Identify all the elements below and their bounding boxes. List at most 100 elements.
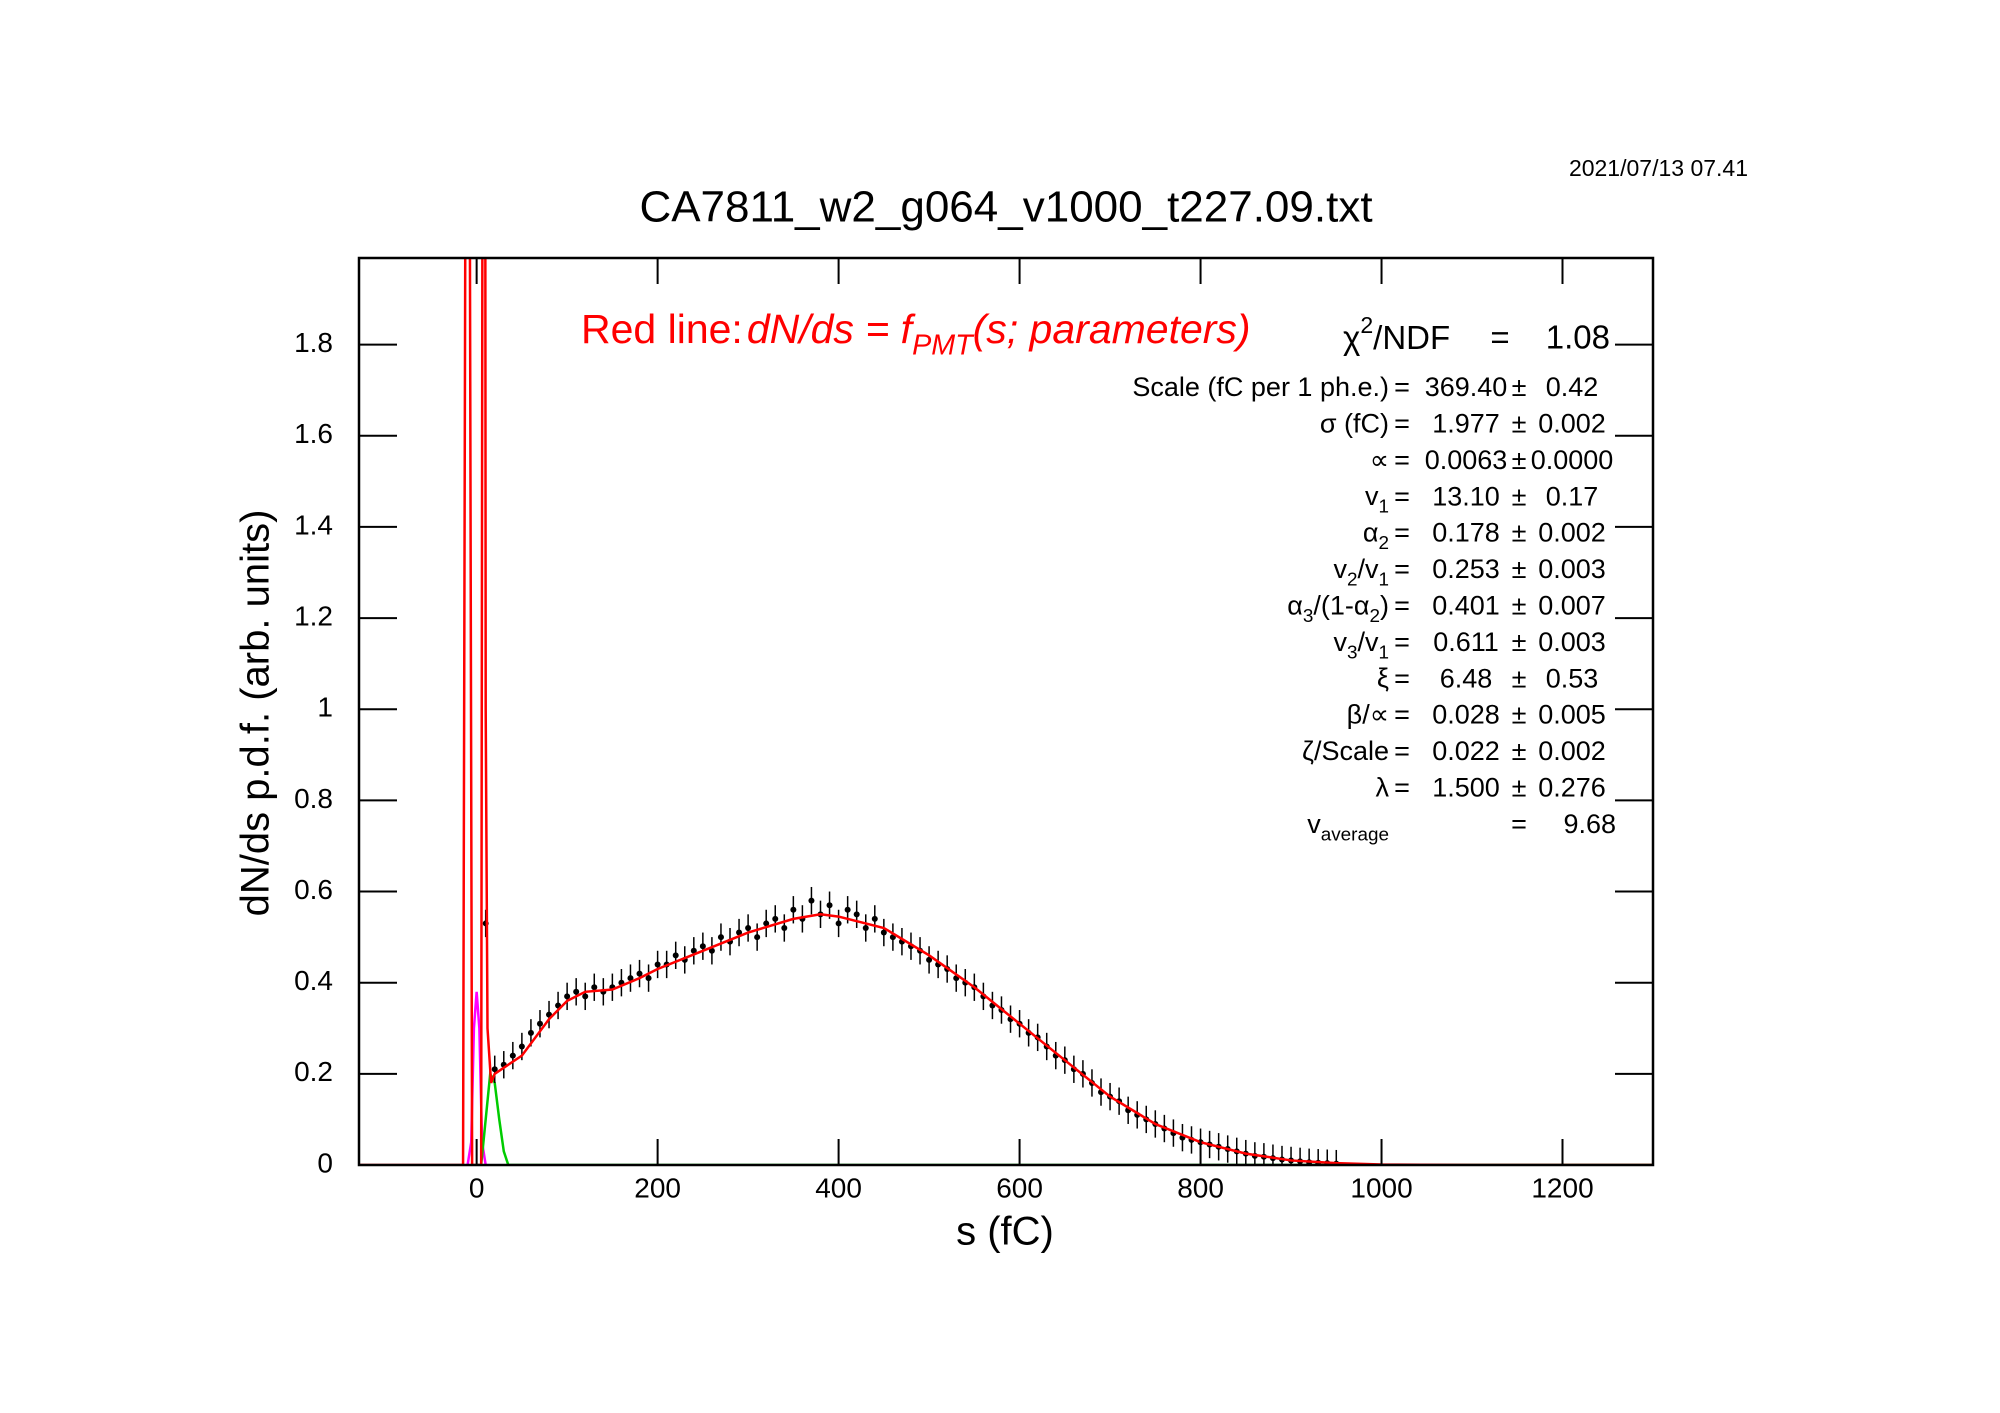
data-point [582, 993, 589, 1000]
subscript: 2 [1378, 533, 1389, 554]
y-tick-label: 1.4 [294, 509, 333, 540]
stat-plusminus: ± [1512, 518, 1527, 548]
subscript: 1 [1378, 642, 1389, 663]
stat-error: 0.003 [1538, 554, 1606, 584]
data-point [853, 911, 860, 918]
stat-error: 0.276 [1538, 773, 1606, 803]
stat-value: 0.611 [1433, 627, 1499, 657]
annotation-formula: dN/ds = fPMT(s; parameters) [747, 306, 1251, 361]
data-point [509, 1052, 516, 1059]
text-part: α [1287, 591, 1303, 621]
y-tick-label: 1.6 [294, 418, 333, 449]
stat-value: 369.40 [1425, 372, 1508, 402]
stat-plusminus: ± [1512, 554, 1527, 584]
data-point [835, 920, 842, 927]
subscript: 1 [1378, 569, 1389, 590]
stat-plusminus: ± [1512, 700, 1527, 730]
stat-equals: = [1394, 736, 1410, 766]
stat-label: vaverage [1307, 809, 1389, 845]
stat-label: σ (fC) [1320, 409, 1389, 439]
stat-equals: = [1394, 445, 1410, 475]
data-point [491, 1066, 498, 1073]
text-part: σ (fC) [1320, 409, 1389, 439]
x-tick-label: 400 [815, 1172, 862, 1203]
subscript: 1 [1378, 497, 1389, 518]
stat-label: v1 [1365, 481, 1389, 517]
stat-label: α3/(1-α2) [1287, 591, 1389, 627]
y-tick-label: 1.2 [294, 600, 333, 631]
data-point [654, 961, 661, 968]
plot-frame [357, 256, 1655, 1167]
data-point [527, 1029, 534, 1036]
stat-label: ∝ [1370, 445, 1389, 475]
stat-equals: = [1394, 481, 1410, 511]
stat-value: 0.178 [1432, 518, 1500, 548]
subscript: 2 [1360, 312, 1373, 338]
x-tick-label: 600 [996, 1172, 1043, 1203]
text-part: ξ [1377, 663, 1389, 693]
text-part: v [1365, 481, 1379, 511]
y-tick-label: 0.4 [294, 965, 333, 996]
text-part: /NDF [1373, 319, 1450, 356]
fit-line [359, 258, 1653, 1165]
stat-plusminus: ± [1512, 445, 1527, 475]
stat-error: 0.003 [1538, 627, 1606, 657]
stat-equals: = [1394, 518, 1410, 548]
plot-area [359, 258, 1653, 1165]
x-tick-label: 800 [1177, 1172, 1224, 1203]
chart-title: CA7811_w2_g064_v1000_t227.09.txt [639, 183, 1372, 232]
fit-line [479, 1069, 1653, 1165]
text-part: dN/ds = f [747, 306, 916, 352]
data-point [754, 934, 761, 941]
y-tick-label: 1 [317, 692, 333, 723]
subscript: 3 [1347, 642, 1358, 663]
text-part: λ [1376, 773, 1390, 803]
text-part: v [1333, 627, 1347, 657]
text-part: ζ/Scale [1302, 736, 1389, 766]
stat-equals: = [1394, 663, 1410, 693]
y-axis-label: dN/ds p.d.f. (arb. units) [234, 510, 278, 917]
y-tick-label: 1.8 [294, 327, 333, 358]
stat-value: 1.977 [1432, 409, 1500, 439]
stat-error: 0.002 [1538, 736, 1606, 766]
stat-label: α2 [1363, 518, 1389, 554]
stat-equals: = [1394, 372, 1410, 402]
data-point [564, 993, 571, 1000]
stat-label: v3/v1 [1333, 627, 1389, 663]
text-part: Scale (fC per 1 ph.e.) [1132, 372, 1389, 402]
stat-value: 0.253 [1432, 554, 1500, 584]
chi2-label: χ2/NDF [1343, 312, 1450, 356]
stat-equals: = [1394, 409, 1410, 439]
data-point [926, 956, 933, 963]
stat-value: 13.10 [1432, 481, 1500, 511]
stat-label: ζ/Scale [1302, 736, 1389, 766]
stat-equals: = [1394, 700, 1410, 730]
text-part: χ [1343, 319, 1360, 356]
data-point [736, 929, 743, 936]
stat-equals: = [1394, 554, 1410, 584]
text-part: ∝ [1370, 445, 1389, 475]
stat-plusminus: ± [1512, 773, 1527, 803]
data-point [591, 984, 598, 991]
stat-value: 0.022 [1432, 736, 1500, 766]
text-part: v [1333, 554, 1347, 584]
data-point [880, 929, 887, 936]
y-tick-label: 0 [317, 1147, 333, 1178]
text-part: v [1307, 809, 1321, 839]
data-point [690, 947, 697, 954]
x-tick-label: 200 [634, 1172, 681, 1203]
stat-plusminus: ± [1512, 663, 1527, 693]
subscript: PMT [912, 329, 975, 361]
data-point [790, 906, 797, 913]
data-point [826, 902, 833, 909]
subscript: 2 [1369, 606, 1380, 627]
stat-plusminus: ± [1512, 736, 1527, 766]
data-point [708, 947, 715, 954]
subscript: average [1321, 824, 1389, 845]
data-point [627, 975, 634, 982]
stat-value: 6.48 [1440, 663, 1493, 693]
stat-error: 0.005 [1538, 700, 1606, 730]
subscript: 2 [1347, 569, 1358, 590]
data-point [699, 943, 706, 950]
